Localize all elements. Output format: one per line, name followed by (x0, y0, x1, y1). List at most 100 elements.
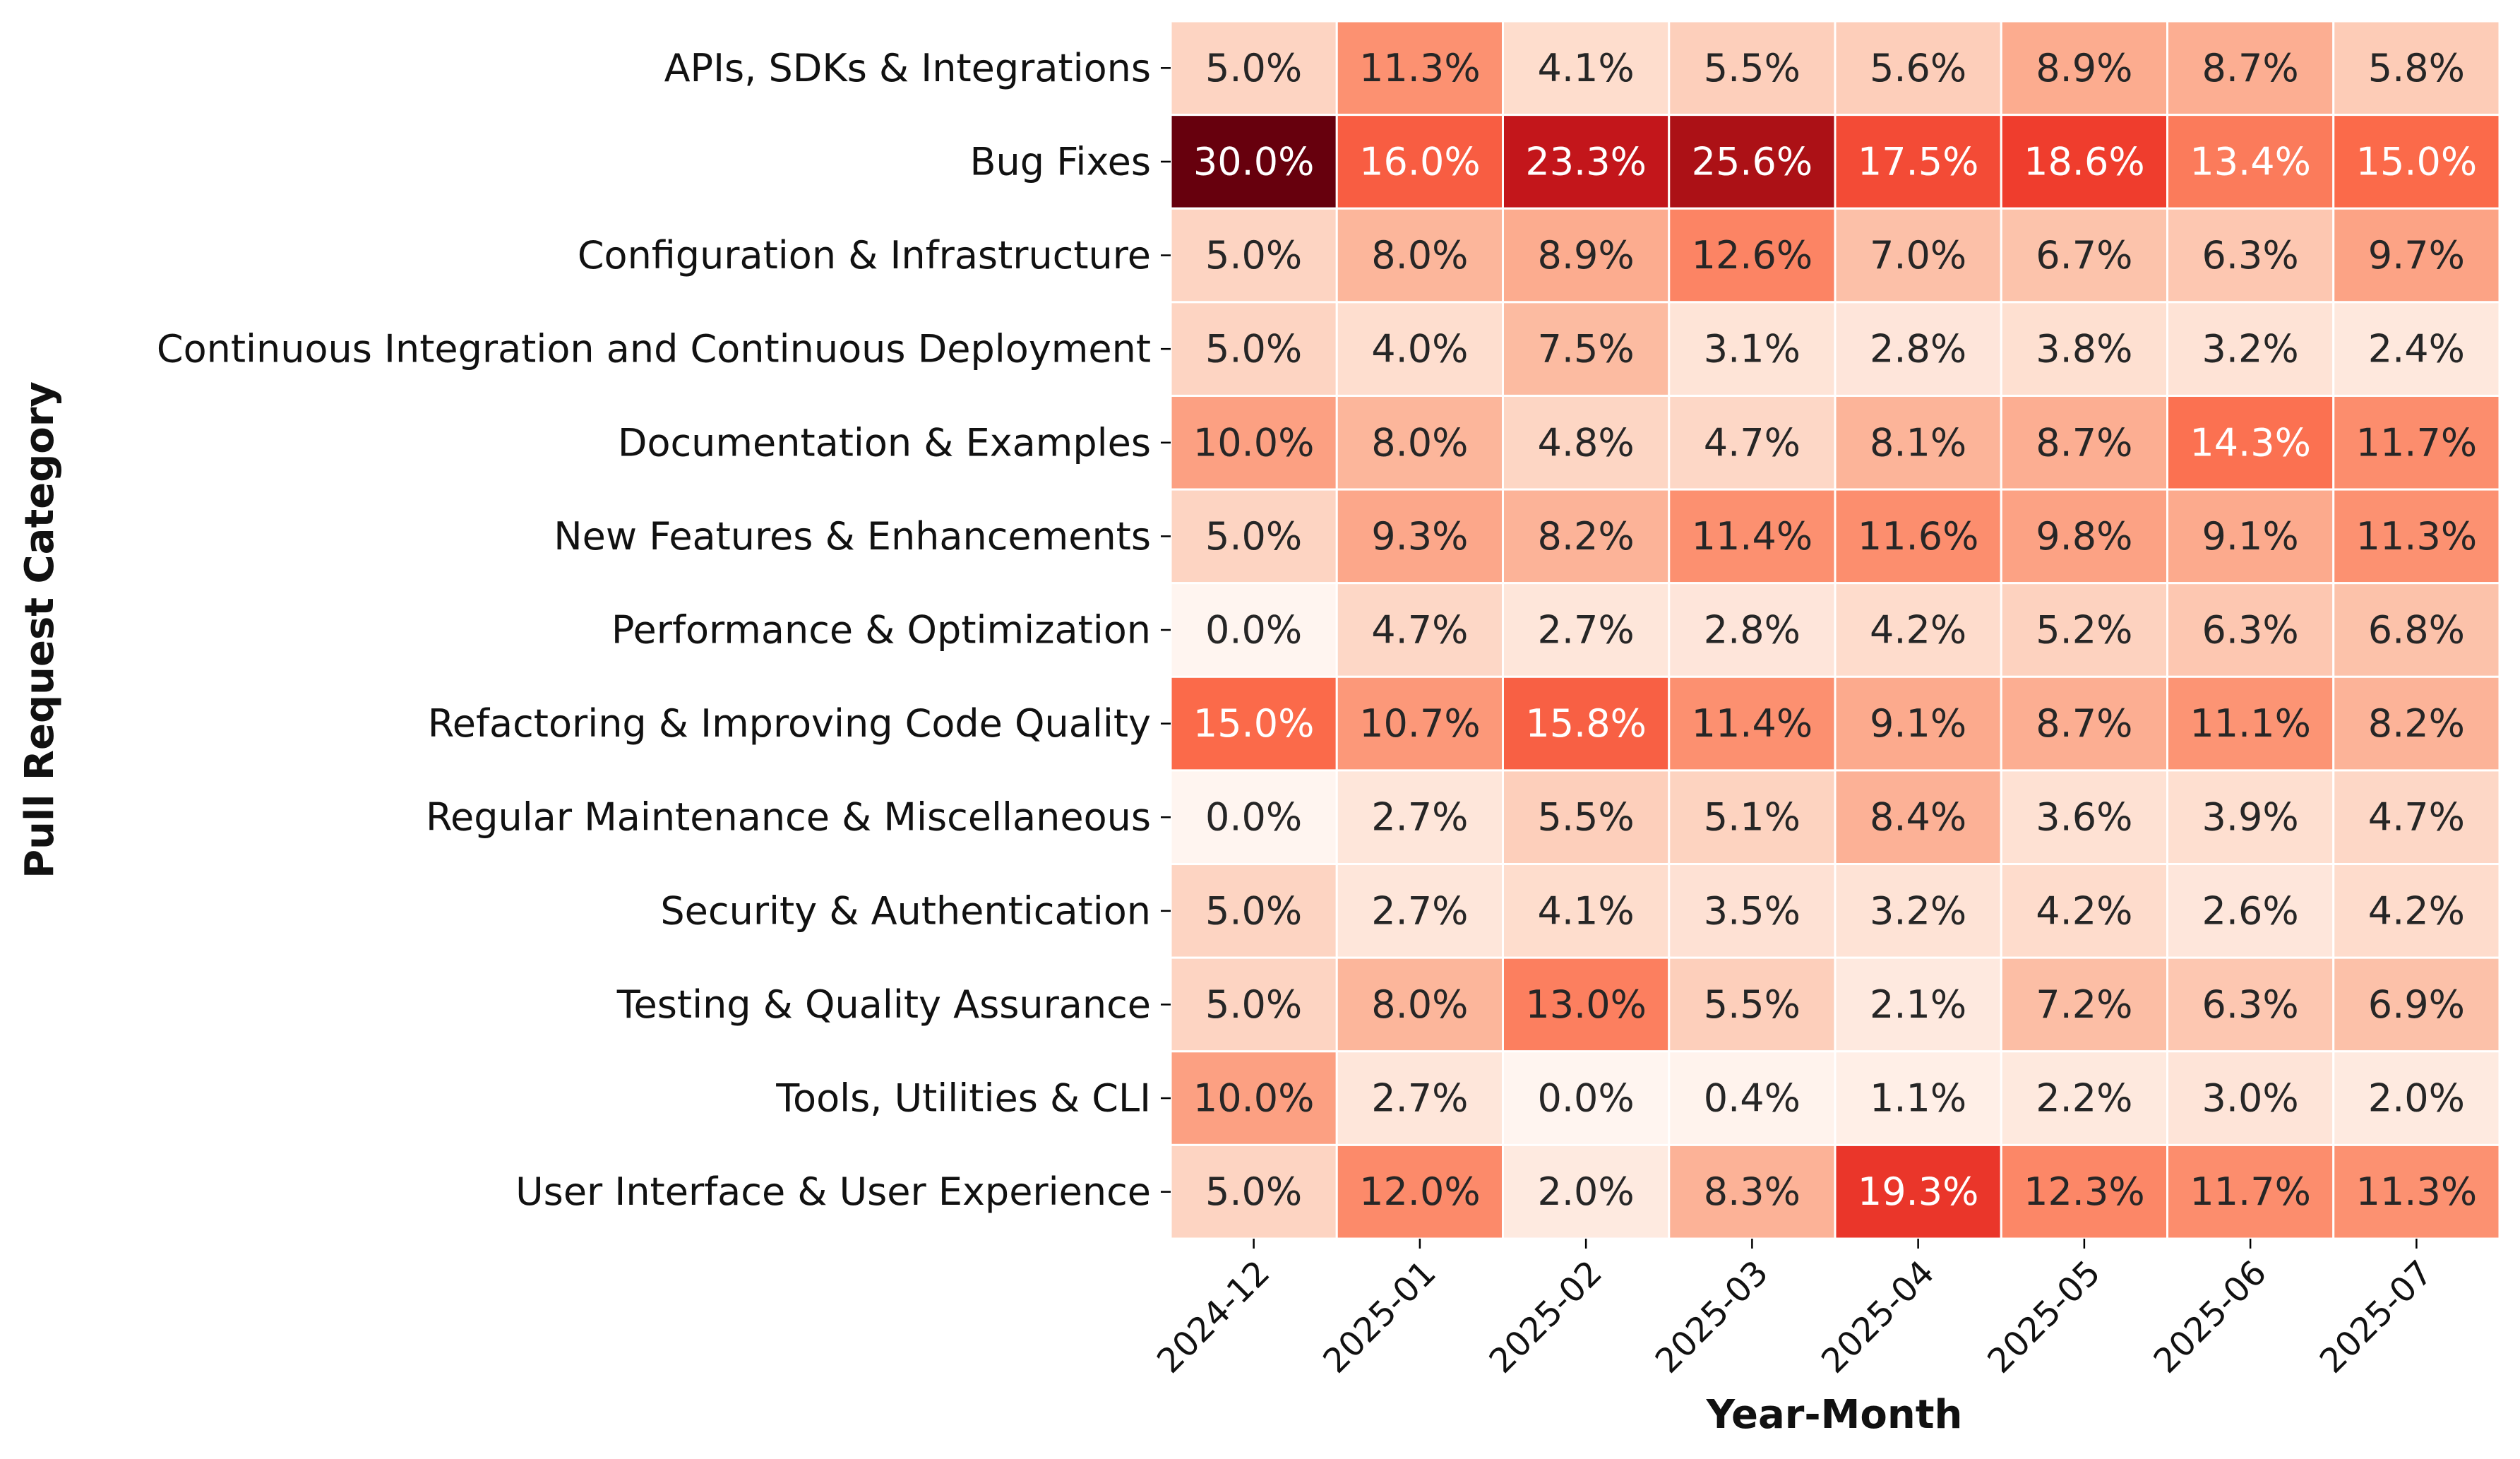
cell-value-label: 3.1% (1704, 327, 1801, 371)
cell-value-label: 16.0% (1359, 139, 1481, 184)
cell-value-label: 11.7% (2190, 1169, 2311, 1214)
cell-value-label: 8.1% (1870, 420, 1966, 465)
heatmap-cell (2332, 1050, 2501, 1146)
cell-value-label: 18.6% (2024, 139, 2145, 184)
x-tick-label: 2025-02 (1482, 1253, 1610, 1381)
cell-value-label: 11.4% (1692, 514, 1813, 559)
heatmap-cell (2332, 488, 2501, 585)
heatmap-cell (1335, 20, 1504, 117)
heatmap-cell (1502, 582, 1671, 678)
cell-value-label: 4.2% (2036, 888, 2132, 933)
cell-value-label: 4.8% (1538, 420, 1635, 465)
cell-value-label: 5.8% (2368, 46, 2465, 90)
heatmap-cell (1502, 488, 1671, 585)
cell-value-label: 4.7% (1371, 608, 1468, 653)
heatmap-cell (1834, 207, 2002, 304)
heatmap-cell (1502, 1143, 1671, 1240)
heatmap-cell (1335, 956, 1504, 1053)
heatmap-cell (2166, 394, 2335, 491)
cell-value-label: 2.7% (1371, 795, 1468, 840)
cell-value-label: 3.2% (2202, 327, 2299, 371)
heatmap-cell (2000, 769, 2168, 866)
heatmap-cell (2332, 769, 2501, 866)
cell-value-label: 9.3% (1371, 514, 1468, 559)
cell-value-label: 3.6% (2036, 795, 2132, 840)
heatmap-cell (1502, 863, 1671, 959)
heatmap-cell (1834, 769, 2002, 866)
cell-value-label: 11.3% (2356, 1169, 2478, 1214)
cell-value-label: 8.7% (2036, 701, 2132, 746)
heatmap-cell (2332, 20, 2501, 117)
heatmap-cell (2000, 207, 2168, 304)
heatmap-cell (1668, 1143, 1837, 1240)
cell-value-label: 15.0% (1193, 701, 1315, 746)
y-tick-label: User Interface & User Experience (515, 1169, 1151, 1214)
heatmap-cell (1668, 769, 1837, 866)
cell-value-label: 5.2% (2036, 608, 2132, 653)
cell-value-label: 1.1% (1870, 1076, 1966, 1121)
cell-value-label: 8.4% (1870, 795, 1966, 840)
y-tick-label: Performance & Optimization (611, 608, 1151, 653)
heatmap-cell (2332, 394, 2501, 491)
heatmap-cell (1335, 114, 1504, 210)
cell-value-label: 12.3% (2024, 1169, 2145, 1214)
heatmap-cell (1335, 582, 1504, 678)
cell-value-label: 5.5% (1538, 795, 1635, 840)
cell-value-label: 8.7% (2036, 420, 2132, 465)
y-tick-label: Testing & Quality Assurance (616, 982, 1151, 1027)
cell-value-label: 2.7% (1371, 1076, 1468, 1121)
cell-value-label: 5.0% (1205, 233, 1302, 278)
cell-value-label: 5.6% (1870, 46, 1966, 90)
heatmap-cell (2166, 301, 2335, 397)
cell-value-label: 11.7% (2356, 420, 2478, 465)
cell-value-label: 5.5% (1704, 46, 1801, 90)
heatmap-cell (1834, 301, 2002, 397)
heatmap-cell (1502, 20, 1671, 117)
cell-value-label: 2.7% (1538, 608, 1635, 653)
cell-value-label: 19.3% (1858, 1169, 1979, 1214)
cell-value-label: 3.2% (1870, 888, 1966, 933)
heatmap-cell (1502, 1050, 1671, 1146)
cell-value-label: 2.7% (1371, 888, 1468, 933)
cell-value-label: 3.5% (1704, 888, 1801, 933)
cell-value-label: 6.8% (2368, 608, 2465, 653)
heatmap-cell (1169, 301, 1338, 397)
y-tick-label: Refactoring & Improving Code Quality (428, 701, 1151, 746)
heatmap-cell (1169, 20, 1338, 117)
heatmap-cell (1834, 863, 2002, 959)
y-tick-label: Bug Fixes (970, 139, 1152, 184)
cell-value-label: 4.1% (1538, 888, 1635, 933)
y-tick-label: Tools, Utilities & CLI (775, 1076, 1151, 1121)
heatmap-cell (1668, 956, 1837, 1053)
cell-value-label: 9.7% (2368, 233, 2465, 278)
heatmap-cell (2000, 488, 2168, 585)
heatmap-cell (2166, 207, 2335, 304)
cell-value-label: 6.3% (2202, 608, 2299, 653)
heatmap-cell (2000, 20, 2168, 117)
heatmap-cell (2332, 114, 2501, 210)
heatmap-cell (1335, 488, 1504, 585)
cell-value-label: 8.3% (1704, 1169, 1801, 1214)
cell-value-label: 5.0% (1205, 888, 1302, 933)
cell-value-label: 13.0% (1525, 982, 1647, 1027)
cell-value-label: 12.0% (1359, 1169, 1481, 1214)
heatmap-cell (2166, 488, 2335, 585)
cell-value-label: 12.6% (1692, 233, 1813, 278)
cell-value-label: 11.1% (2190, 701, 2311, 746)
cell-value-label: 2.2% (2036, 1076, 2132, 1121)
cell-value-label: 15.0% (2356, 139, 2478, 184)
heatmap-cell (2332, 207, 2501, 304)
cell-value-label: 0.0% (1205, 608, 1302, 653)
heatmap-cell (1502, 675, 1671, 772)
heatmap-cell (1668, 207, 1837, 304)
cell-value-label: 7.0% (1870, 233, 1966, 278)
heatmap-cell (1502, 207, 1671, 304)
heatmap-cell (1834, 582, 2002, 678)
heatmap-cell (1335, 1143, 1504, 1240)
heatmap-cell (2000, 863, 2168, 959)
cell-value-label: 6.3% (2202, 233, 2299, 278)
x-tick-label: 2025-07 (2312, 1253, 2440, 1381)
cell-value-label: 17.5% (1858, 139, 1979, 184)
cell-value-label: 0.0% (1205, 795, 1302, 840)
